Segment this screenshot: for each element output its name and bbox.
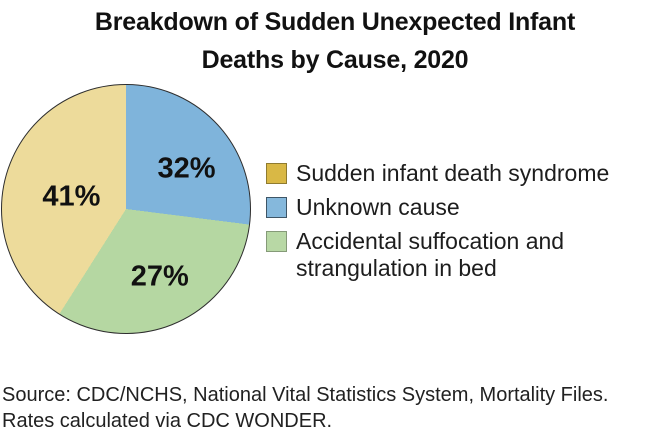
pie-chart: 32% 27% 41% bbox=[1, 84, 251, 334]
legend-swatch-blue-icon bbox=[266, 197, 287, 218]
legend-swatch-gold-icon bbox=[266, 163, 287, 184]
chart-title: Breakdown of Sudden Unexpected Infant De… bbox=[94, 8, 576, 74]
pie-percent-label-unknown-cause: 32% bbox=[157, 152, 216, 185]
chart-legend: Sudden infant death syndrome Unknown cau… bbox=[266, 160, 609, 282]
source-note: Source: CDC/NCHS, National Vital Statist… bbox=[2, 384, 609, 432]
legend-item-unknown-cause: Unknown cause bbox=[266, 194, 609, 221]
legend-label: Sudden infant death syndrome bbox=[296, 160, 610, 186]
legend-label: Unknown cause bbox=[296, 194, 460, 220]
legend-item-accidental-suffocation: Accidental suffocation and strangulation… bbox=[266, 228, 609, 282]
legend-item-sids: Sudden infant death syndrome bbox=[266, 160, 609, 187]
pie-percent-label-sids: 41% bbox=[42, 180, 101, 213]
pie-percent-label-accidental-suffocation: 27% bbox=[130, 260, 189, 293]
legend-label: Accidental suffocation and strangulation… bbox=[296, 228, 565, 281]
legend-swatch-green-icon bbox=[266, 231, 287, 252]
